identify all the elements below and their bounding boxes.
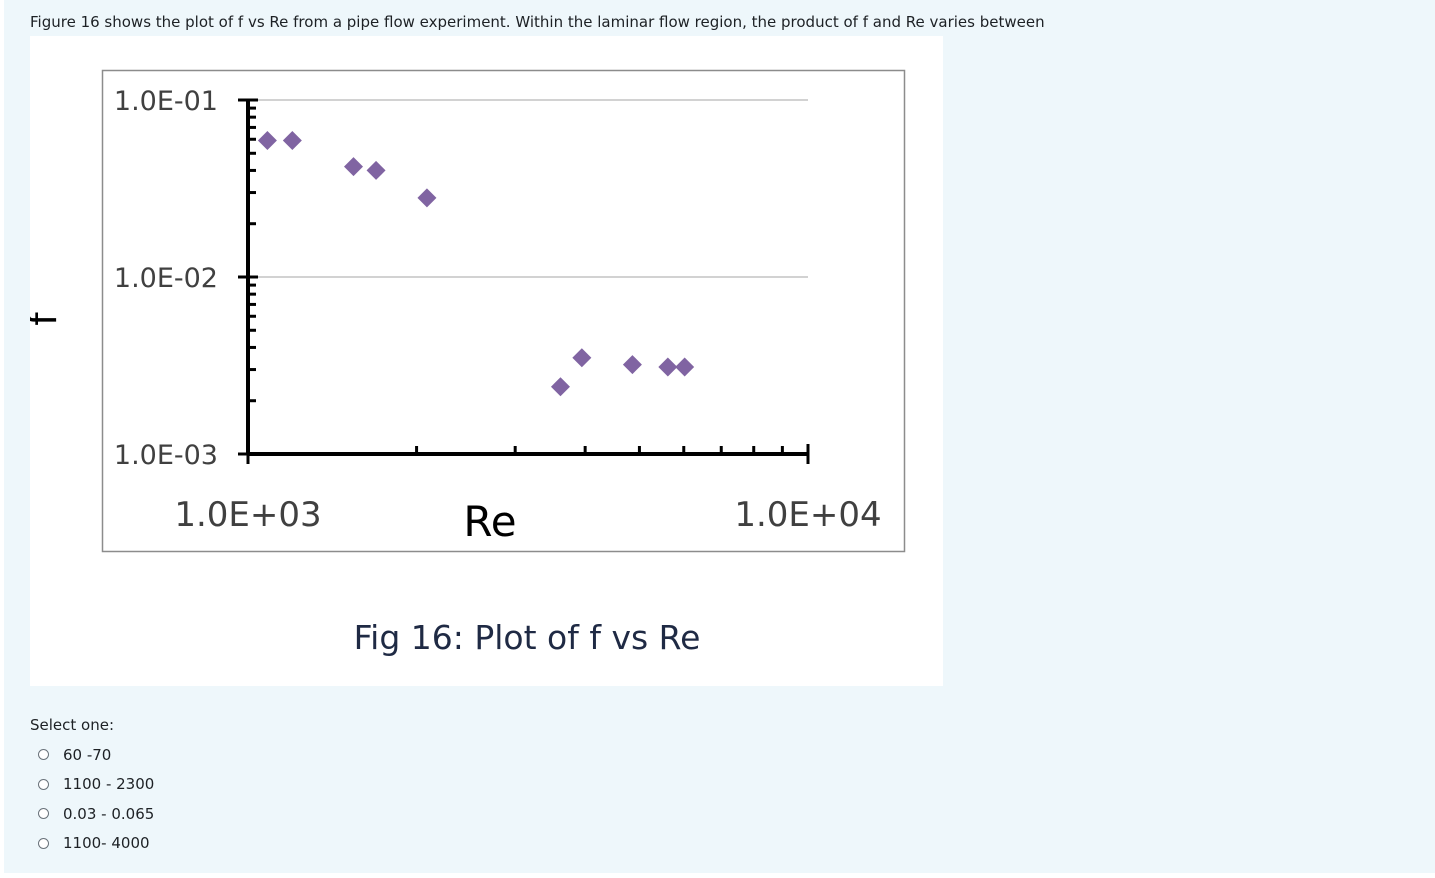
data-point [550,377,570,397]
data-point [675,357,695,377]
y-tick-label: 1.0E-02 [114,263,218,294]
data-point [658,357,678,377]
radio-button[interactable] [38,837,49,849]
option-label: 1100 - 2300 [63,775,155,794]
radio-button[interactable] [38,778,49,790]
question-panel: Figure 16 shows the plot of f vs Re from… [4,0,1435,873]
option-1[interactable]: 60 -70 [38,740,154,770]
y-axis-title: f [30,311,65,326]
data-point [572,348,592,368]
option-label: 60 -70 [63,745,112,764]
data-point [417,188,437,208]
option-3[interactable]: 0.03 - 0.065 [38,799,154,829]
figure: 1.0E-01 1.0E-02 1.0E-03 1.0E+03 1.0E+04 Re f Fi… [30,36,943,686]
data-point [343,157,363,177]
radio-button[interactable] [38,808,49,820]
option-label: 0.03 - 0.065 [63,804,155,823]
option-2[interactable]: 1100 - 2300 [38,770,154,800]
option-4[interactable]: 1100- 4000 [38,829,154,859]
data-point [366,160,386,180]
chart: 1.0E-01 1.0E-02 1.0E-03 1.0E+03 1.0E+04 Re f Fi… [30,69,906,657]
radio-button[interactable] [38,749,49,761]
data-point [257,131,277,151]
select-one-label: Select one: [30,716,115,734]
data-point [282,131,302,151]
plot-frame [101,69,906,553]
y-tick-label: 1.0E-01 [114,86,218,117]
question-text: Figure 16 shows the plot of f vs Re from… [30,13,1045,31]
option-label: 1100- 4000 [63,834,150,853]
x-tick-label: 1.0E+04 [734,495,881,535]
x-tick-label: 1.0E+03 [174,495,321,535]
figure-caption: Fig 16: Plot of f vs Re [354,618,701,657]
answer-options: 60 -70 1100 - 2300 0.03 - 0.065 1100- 40… [38,740,154,858]
y-tick-label: 1.0E-03 [114,440,218,471]
x-axis-title: Re [463,497,516,546]
data-point [622,355,642,375]
